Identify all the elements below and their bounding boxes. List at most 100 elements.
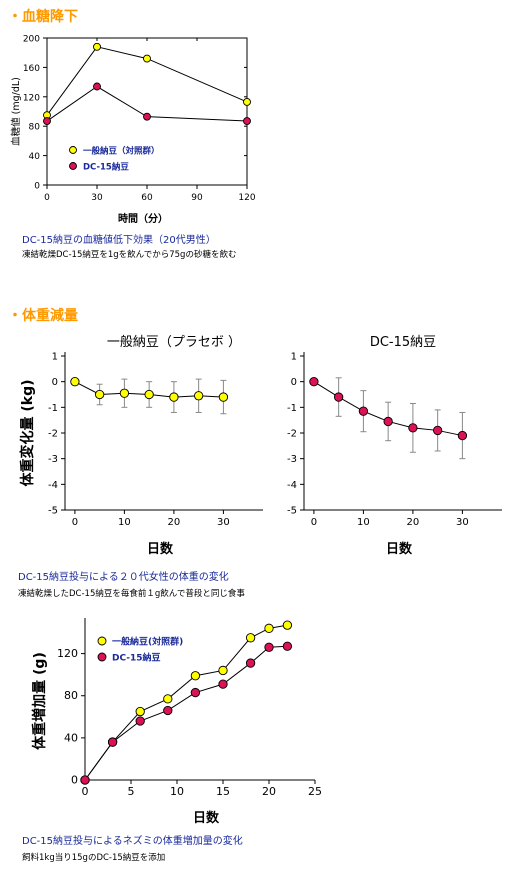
weight_dc15-x-tick-label: 20 — [407, 517, 420, 528]
rat-x-tick-label: 10 — [170, 785, 184, 798]
weight_general-data-point — [70, 377, 80, 387]
weight_dc15-y-tick-label: -1 — [287, 403, 297, 414]
weight_general-data-point — [218, 392, 229, 402]
rat-series-line — [84, 624, 288, 781]
weight_dc15-data-point — [408, 423, 418, 433]
rat-data-point — [245, 658, 256, 668]
glucose-y-tick-label: 40 — [29, 152, 41, 162]
rat-x-axis-label: 日数 — [193, 810, 220, 826]
glucose-data-point — [243, 97, 251, 106]
rat-data-point — [163, 705, 173, 716]
weight_dc15-x-axis-label: 日数 — [386, 541, 413, 557]
rat-caption-title: DC-15納豆投与によるネズミの体重増加量の変化 — [22, 834, 243, 847]
glucose-data-point — [93, 42, 101, 51]
rat-x-tick-label: 5 — [128, 785, 135, 798]
glucose-heading: ・血糖降下 — [8, 8, 78, 25]
glucose-y-tick-label: 120 — [23, 93, 40, 103]
weight_general-y-tick-label: 0 — [52, 377, 58, 388]
weight_dc15-y-tick-label: 0 — [291, 377, 297, 388]
rat-legend-label: 一般納豆(対照群) — [112, 636, 183, 648]
glucose-data-point — [93, 82, 101, 91]
rat-legend-swatch — [97, 652, 107, 662]
glucose-data-point — [43, 117, 51, 126]
glucose-series-line — [46, 85, 248, 122]
rat-y-tick-label: 0 — [71, 774, 78, 787]
weight_general-y-tick-label: -4 — [48, 480, 58, 491]
glucose-x-tick-label: 60 — [141, 193, 153, 203]
glucose-y-tick-label: 80 — [29, 123, 41, 133]
weight_dc15-data-point — [432, 425, 443, 436]
rat-y-tick-label: 80 — [64, 689, 78, 702]
glucose-x-tick-label: 30 — [91, 193, 103, 203]
weight_dc15-data-point — [457, 430, 468, 441]
rat-caption-note: 飼料1kg当り15gのDC-15納豆を添加 — [22, 852, 165, 863]
rat-data-point — [264, 623, 274, 633]
weight_general-x-tick-label: 0 — [72, 517, 78, 528]
rat-data-point — [163, 694, 173, 704]
weight_general-y-tick-label: -3 — [48, 454, 58, 465]
rat-y-axis-label: 体重増加量 (g) — [31, 652, 48, 750]
rat-data-point — [190, 687, 201, 698]
rat-x-tick-label: 0 — [82, 785, 89, 798]
rat-legend-label: DC-15納豆 — [112, 652, 161, 664]
rat-data-point — [190, 671, 201, 681]
weight_dc15-data-point — [358, 406, 369, 416]
rat-data-point — [135, 706, 145, 717]
weight-heading: ・体重減量 — [8, 307, 78, 324]
rat-data-point — [135, 716, 145, 726]
weight_dc15-chart-title: DC-15納豆 — [370, 335, 436, 350]
glucose-legend-swatch — [69, 162, 77, 170]
rat-data-point — [218, 679, 228, 689]
weight_general-data-point — [119, 388, 130, 398]
rat-legend-swatch — [97, 636, 107, 646]
glucose-y-tick-label: 160 — [23, 64, 40, 74]
weight-caption-note: 凍結乾燥したDC-15納豆を毎食前１g飲んで普段と同じ食事 — [18, 588, 245, 599]
rat-data-point — [80, 775, 90, 785]
weight_dc15-x-tick-label: 0 — [311, 517, 317, 528]
glucose-data-point — [143, 112, 151, 121]
glucose-y-tick-label: 200 — [23, 35, 40, 45]
weight_dc15-y-tick-label: -3 — [287, 454, 297, 465]
glucose-caption-note: 凍結乾燥DC-15納豆を1gを飲んでから75gの砂糖を飲む — [22, 249, 236, 260]
weight_general-chart-title: 一般納豆（プラセボ ） — [107, 334, 241, 350]
weight-caption-title: DC-15納豆投与による２０代女性の体重の変化 — [18, 570, 229, 583]
glucose-y-tick-label: 0 — [34, 182, 40, 192]
weight_general-y-tick-label: 1 — [52, 352, 58, 363]
weight_general-y-tick-label: -5 — [48, 506, 58, 517]
rat-x-tick-label: 25 — [308, 785, 322, 798]
rat-x-tick-label: 20 — [262, 785, 276, 798]
weight_dc15-data-point — [333, 392, 344, 402]
glucose-x-tick-label: 120 — [238, 193, 255, 203]
rat-series-line — [84, 645, 288, 781]
glucose-x-tick-label: 90 — [191, 193, 203, 203]
weight_general-y-tick-label: -2 — [48, 429, 58, 440]
rat-data-point — [282, 620, 293, 630]
weight_dc15-y-tick-label: -2 — [287, 429, 297, 440]
glucose-x-tick-label: 0 — [44, 193, 50, 203]
glucose-caption-title: DC-15納豆の血糖値低下効果（20代男性） — [22, 233, 216, 246]
weight_general-x-tick-label: 30 — [217, 517, 230, 528]
weight_general-y-tick-label: -1 — [48, 403, 58, 414]
rat-x-tick-label: 15 — [216, 785, 230, 798]
rat-y-tick-label: 120 — [57, 647, 78, 660]
glucose-legend-label: 一般納豆（対照群） — [83, 146, 160, 157]
weight_general-x-axis-label: 日数 — [147, 541, 174, 557]
glucose-series-line — [46, 46, 248, 116]
glucose-y-axis-label: 血糖値 (mg/dL) — [10, 77, 22, 146]
rat-y-tick-label: 40 — [64, 731, 78, 744]
weight_dc15-x-tick-label: 10 — [357, 517, 370, 528]
weight_general-x-tick-label: 10 — [118, 517, 131, 528]
weight_general-data-point — [144, 389, 154, 400]
weight_dc15-y-tick-label: 1 — [291, 352, 297, 363]
rat-data-point — [218, 665, 228, 676]
weight_general-x-tick-label: 20 — [168, 517, 181, 528]
glucose-data-point — [143, 54, 151, 63]
rat-data-point — [282, 641, 293, 651]
weight_dc15-y-tick-label: -5 — [287, 506, 297, 517]
glucose-x-axis-label: 時間（分） — [118, 212, 168, 225]
rat-data-point — [264, 642, 274, 652]
weight_general-y-axis-label: 体重変化量 (kg) — [19, 379, 36, 486]
weight_dc15-x-tick-label: 30 — [456, 517, 469, 528]
glucose-data-point — [243, 117, 251, 126]
